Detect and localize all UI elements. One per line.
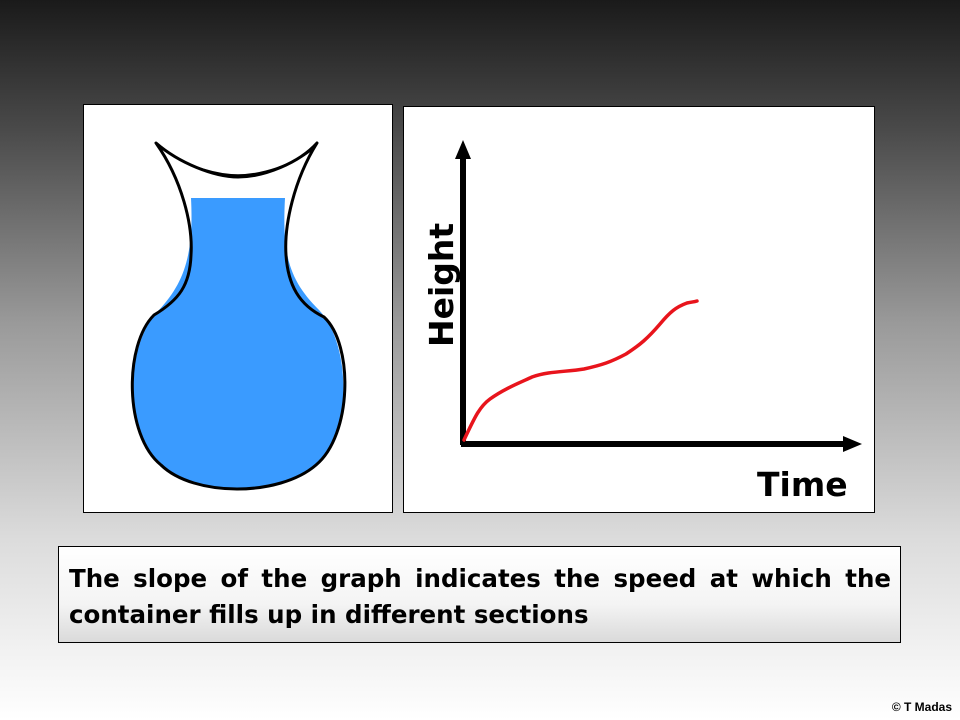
caption-box: The slope of the graph indicates the spe… bbox=[58, 546, 901, 643]
graph-panel: Height Time bbox=[403, 106, 875, 513]
copyright-notice: © T Madas bbox=[891, 700, 952, 714]
vase-panel bbox=[83, 104, 393, 513]
caption-text: The slope of the graph indicates the spe… bbox=[69, 564, 891, 629]
water-fill bbox=[132, 198, 344, 489]
height-time-graph bbox=[455, 140, 862, 452]
height-curve bbox=[462, 299, 699, 442]
vase-rim-line bbox=[163, 149, 313, 176]
y-axis-label: Height bbox=[422, 222, 461, 347]
y-axis-arrowhead bbox=[455, 140, 471, 159]
vase-illustration bbox=[130, 141, 347, 491]
x-axis-arrowhead bbox=[843, 436, 862, 452]
x-axis-label: Time bbox=[757, 465, 848, 504]
